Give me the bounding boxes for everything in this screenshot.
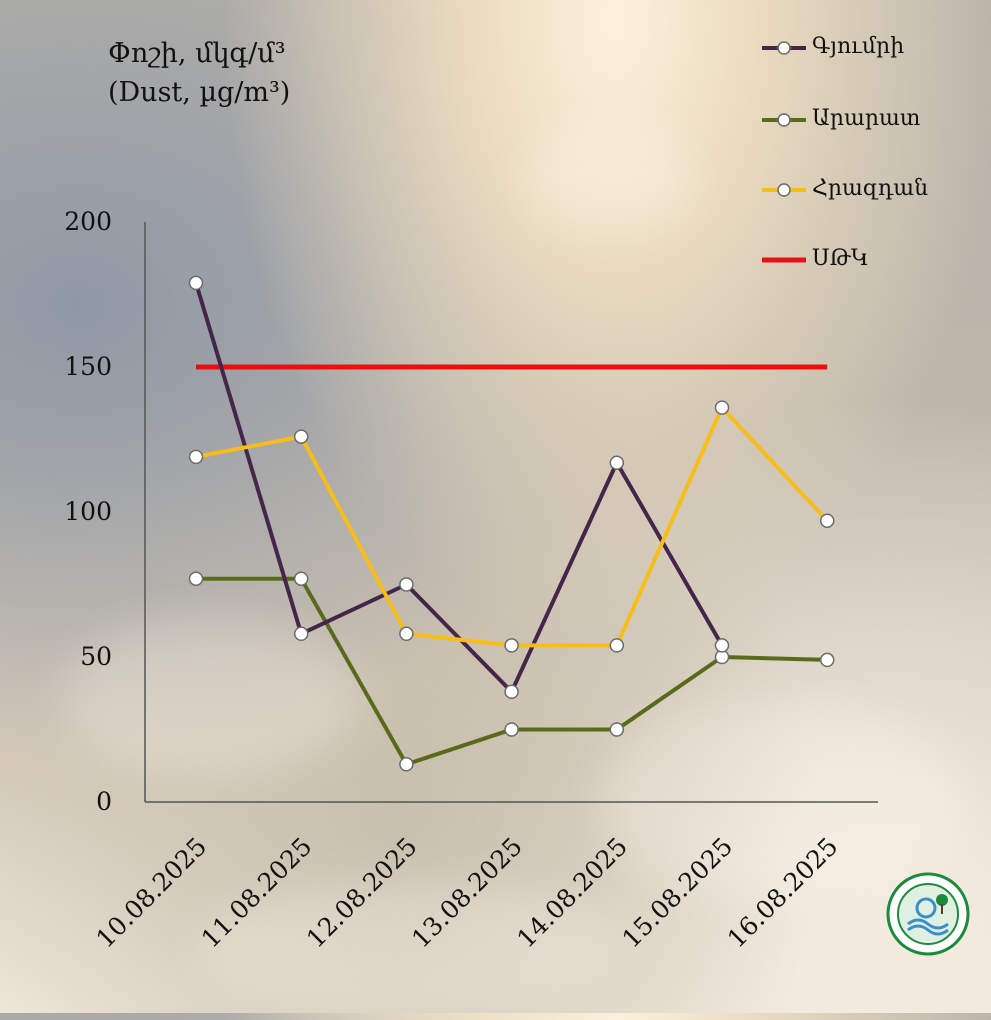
data-point: [819, 513, 835, 528]
data-point: [504, 638, 519, 653]
series-0: [188, 275, 730, 700]
x-tick-label: 12.08.2025: [301, 832, 423, 954]
data-point: [293, 626, 309, 642]
data-point: [609, 638, 625, 653]
data-point: [293, 571, 309, 586]
x-tick-label: 10.08.2025: [91, 832, 213, 954]
ministry-emblem-icon: [886, 872, 970, 956]
legend-label: Գյումրի: [812, 34, 905, 59]
legend-item: Հրազդան: [760, 176, 990, 206]
legend-swatch: [762, 257, 806, 263]
data-point: [714, 400, 730, 415]
data-point: [188, 449, 204, 465]
data-point: [399, 577, 414, 592]
series-line: [194, 282, 724, 694]
x-tick-labels: 10.08.202511.08.202512.08.202513.08.2025…: [91, 832, 844, 954]
y-tick-label: 50: [80, 642, 112, 671]
series-lines: [188, 275, 835, 772]
data-point: [504, 722, 519, 737]
legend-swatch: [762, 41, 806, 55]
x-tick-label: 13.08.2025: [406, 832, 528, 954]
y-axis-title-line2: (Dust, µg/m³): [108, 77, 291, 109]
data-point: [399, 626, 414, 642]
legend-swatch: [762, 113, 806, 127]
y-tick-label: 200: [64, 207, 112, 236]
legend-label: Հրազդան: [812, 176, 929, 201]
data-point: [504, 684, 519, 700]
y-tick-labels: 0 50 100 150 200: [64, 207, 112, 816]
y-tick-label: 0: [96, 787, 112, 816]
y-axis-title: Փոշի, մկգ/մ³ (Dust, µg/m³): [108, 34, 290, 112]
data-point: [188, 275, 204, 291]
x-tick-label: 15.08.2025: [617, 832, 739, 954]
x-tick-label: 14.08.2025: [511, 832, 633, 954]
y-tick-label: 100: [64, 497, 112, 526]
series-2: [188, 400, 835, 653]
data-point: [819, 652, 835, 668]
series-1: [188, 571, 835, 772]
legend-item: ՍԹԿ: [760, 246, 990, 276]
y-tick-label: 150: [64, 352, 112, 381]
data-point: [714, 638, 730, 653]
legend-label: ՍԹԿ: [812, 246, 869, 271]
x-tick-label: 11.08.2025: [196, 832, 318, 954]
x-tick-label: 16.08.2025: [722, 832, 844, 954]
data-point: [399, 757, 414, 772]
y-axis-title-line1: Փոշի, մկգ/մ³: [108, 38, 286, 69]
legend-item: Գյումրի: [760, 34, 990, 64]
data-point: [609, 455, 625, 470]
data-point: [293, 429, 309, 444]
legend-item: Արարատ: [760, 106, 990, 136]
data-point: [609, 722, 625, 737]
legend-label: Արարատ: [812, 106, 921, 131]
legend-swatch: [762, 183, 806, 197]
series-line: [195, 405, 829, 648]
data-point: [188, 571, 204, 586]
chart-axes: [144, 222, 878, 803]
